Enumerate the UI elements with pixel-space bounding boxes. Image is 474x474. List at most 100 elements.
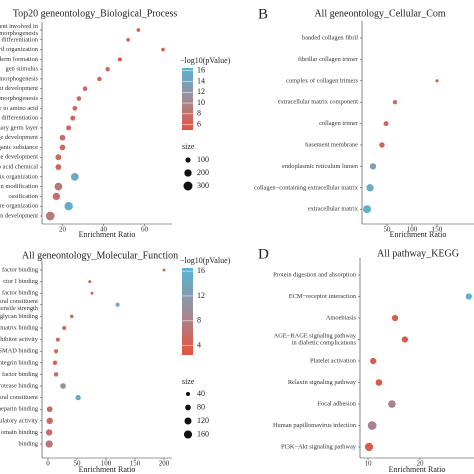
y-tick-label: Protein digestion and absorption — [273, 271, 357, 278]
y-tick-label: morphogenesis — [0, 30, 39, 37]
y-tick-label: ctor I binding — [3, 278, 39, 285]
y-tick-label: ein modification — [0, 183, 39, 190]
color-legend-title: −log10(pValue) — [180, 256, 231, 265]
y-tick-label: tensile strength — [0, 305, 39, 312]
color-tick-label: 10 — [197, 98, 205, 107]
dot — [162, 268, 166, 272]
dot — [366, 184, 374, 192]
dot — [52, 192, 61, 201]
y-tick-label: h factor binding — [0, 266, 39, 273]
dot — [370, 357, 377, 365]
dot — [97, 76, 102, 82]
x-axis-title: Enrichment Ratio — [390, 230, 447, 239]
y-tick-label: ossification — [9, 193, 39, 200]
dot — [136, 28, 141, 32]
x-tick-label: 60 — [141, 226, 149, 234]
y-tick-label: gen stimulus — [6, 66, 39, 73]
dot — [392, 99, 398, 105]
size-key-label: 100 — [197, 155, 209, 164]
dot — [60, 383, 66, 389]
y-tick-label: SMAD binding — [0, 348, 39, 355]
dot — [90, 291, 94, 295]
size-key — [183, 181, 193, 191]
y-tick-label: ructural constituent — [0, 298, 38, 305]
x-tick-label: 20 — [59, 226, 67, 234]
y-tick-label: ECM−receptor interaction — [289, 293, 357, 300]
y-tick-label: collagen−containing extracellular matrix — [254, 184, 359, 191]
dot — [55, 337, 60, 342]
dot — [54, 182, 63, 191]
y-tick-label: h factor binding — [0, 290, 39, 297]
y-tick-label: in diabetic complications — [292, 339, 357, 346]
dot — [53, 372, 59, 377]
color-tick-label: 6 — [197, 119, 201, 128]
dot — [369, 163, 377, 170]
y-tick-label: ructural constituent — [0, 394, 38, 401]
y-tick-label: ge development — [0, 134, 38, 141]
x-tick-label: 150 — [130, 460, 141, 468]
y-tick-label: bril organization — [0, 46, 39, 53]
x-tick-label: 50 — [73, 460, 81, 468]
dot — [52, 360, 58, 366]
dot — [388, 400, 396, 408]
color-bar — [182, 68, 193, 130]
dot — [401, 336, 409, 343]
color-tick-label: 16 — [197, 66, 205, 75]
size-key-label: 160 — [197, 429, 209, 438]
x-tick-label: 50 — [384, 226, 392, 234]
color-tick-label: 14 — [197, 76, 205, 85]
color-bar — [182, 268, 193, 355]
size-key — [185, 404, 191, 411]
dot — [55, 164, 62, 171]
y-tick-label: Human papillomavirus infection — [273, 422, 357, 429]
x-axis-title: Enrichment Ratio — [79, 230, 136, 239]
size-legend-title: size — [182, 377, 195, 386]
y-tick-label: PI3K−Akt signaling pathway — [281, 443, 357, 450]
y-tick-label: fibrillar collagen trimer — [298, 56, 359, 63]
dot — [161, 47, 165, 52]
x-tick-label: 40 — [100, 226, 108, 234]
dot — [391, 314, 399, 322]
dot — [45, 429, 53, 436]
size-legend-title: size — [182, 142, 195, 151]
y-tick-label: ure organization — [0, 203, 39, 210]
y-tick-label: Amoebiasis — [326, 314, 357, 321]
dot — [367, 421, 377, 430]
panel-title: All pathway_KEGG — [377, 248, 459, 259]
dot — [46, 406, 53, 413]
y-tick-label: Relaxin signaling pathway — [288, 379, 357, 386]
x-tick-label: 100 — [407, 226, 418, 234]
size-key — [184, 417, 192, 425]
dot — [72, 105, 78, 111]
y-tick-label: heparin binding — [0, 406, 39, 413]
dot — [82, 86, 88, 92]
dot — [88, 280, 92, 284]
y-tick-label: collagen trimer — [319, 120, 359, 127]
panel-title: All geneontology_Molecular_Function — [22, 250, 178, 261]
panel: Top20 geneontology_Biological_Processmen… — [0, 8, 231, 239]
y-tick-label: onse to amino acid — [0, 105, 39, 112]
y-tick-label: ssue development — [0, 154, 38, 161]
color-tick-label: 4 — [197, 341, 201, 350]
y-tick-label: morphogenesis — [0, 95, 39, 102]
dot — [70, 115, 76, 121]
y-tick-label: egulatory activity — [0, 417, 39, 424]
size-key-label: 300 — [197, 181, 209, 190]
x-axis-title: Enrichment Ratio — [389, 465, 446, 474]
size-key — [184, 169, 192, 177]
color-tick-label: 12 — [197, 291, 205, 300]
dot — [375, 379, 383, 386]
panel-title: All geneontology_Cellular_Com — [314, 8, 446, 19]
y-tick-label: ll differentiation — [0, 115, 39, 122]
y-tick-label: nhibitor activity — [0, 336, 39, 343]
dot — [55, 154, 62, 161]
x-axis-title: Enrichment Ratio — [79, 465, 136, 474]
y-tick-label: extracellular matrix — [308, 206, 359, 213]
y-tick-label: AGE−RAGE signaling pathway — [274, 332, 357, 339]
size-key-label: 40 — [197, 389, 205, 398]
y-tick-label: ntegrin binding — [0, 359, 39, 366]
x-tick-label: 10 — [365, 460, 373, 468]
